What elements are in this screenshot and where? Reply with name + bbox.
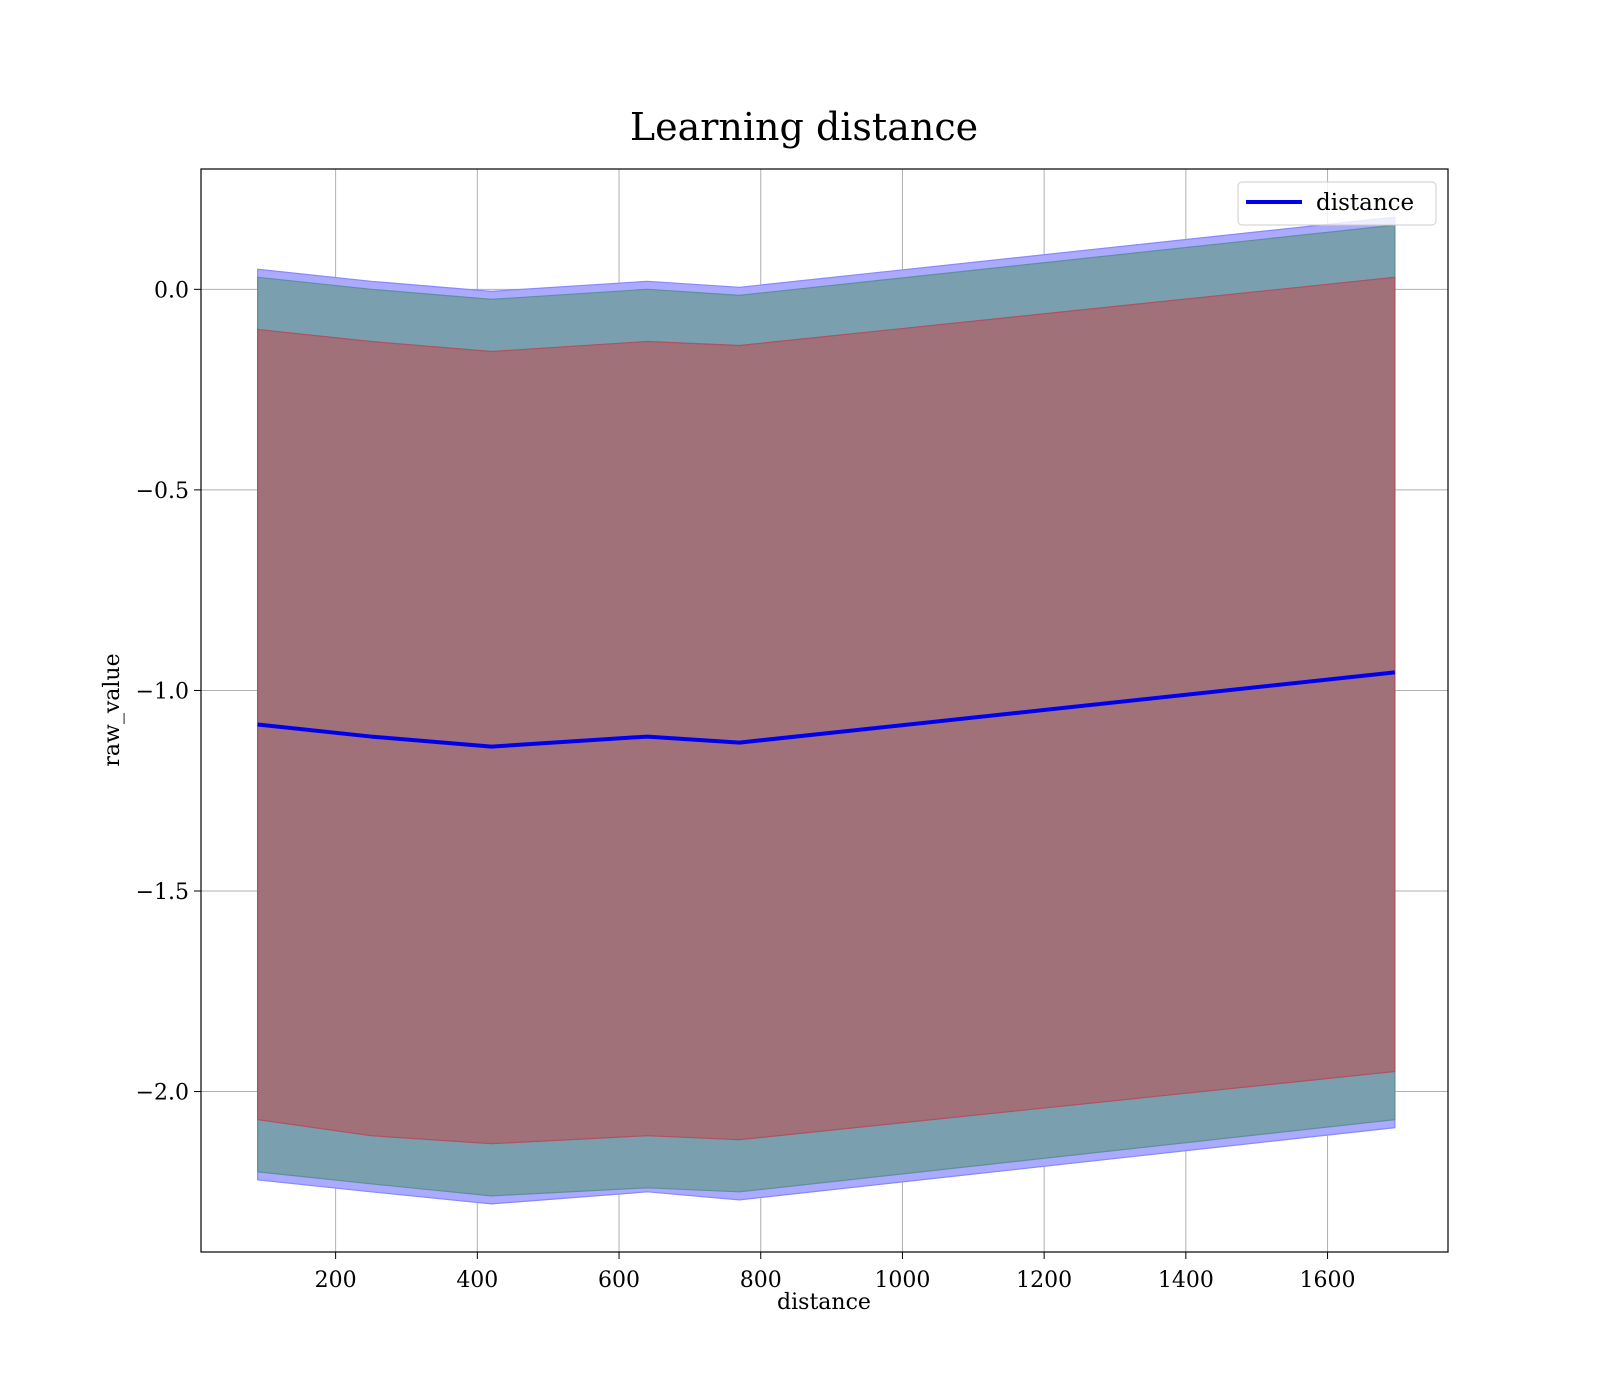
y-axis: 0.0 −0.5 −1.0 −1.5 −2.0 xyxy=(136,278,201,1106)
lines xyxy=(257,670,1396,749)
y-tick-label: −1.5 xyxy=(136,880,189,905)
bands xyxy=(257,216,1396,1205)
legend-box xyxy=(1237,181,1437,226)
x-tick-label: 200 xyxy=(315,1268,357,1293)
x-tick-label: 400 xyxy=(456,1268,498,1293)
x-tick-label: 1000 xyxy=(874,1268,930,1293)
y-tick-label: −2.0 xyxy=(136,1081,189,1106)
confidence-band xyxy=(257,276,1396,1145)
x-tick-label: 1400 xyxy=(1158,1268,1214,1293)
x-axis: 200 400 600 800 1000 1200 1400 1600 xyxy=(315,1252,1356,1293)
x-tick-label: 1200 xyxy=(1016,1268,1072,1293)
x-tick-label: 800 xyxy=(740,1268,782,1293)
plot-frame xyxy=(200,168,1449,1253)
chart-title: Learning distance xyxy=(630,105,978,149)
y-tick-label: −0.5 xyxy=(136,479,189,504)
y-axis-label: raw_value xyxy=(100,653,125,766)
series-line xyxy=(257,670,1396,749)
x-tick-label: 1600 xyxy=(1300,1268,1356,1293)
legend-label: distance xyxy=(1316,190,1414,216)
y-tick-label: 0.0 xyxy=(154,278,189,303)
x-tick-label: 600 xyxy=(598,1268,640,1293)
x-axis-label: distance xyxy=(777,1290,871,1315)
y-tick-label: −1.0 xyxy=(136,679,189,704)
legend: distance xyxy=(1237,181,1437,226)
